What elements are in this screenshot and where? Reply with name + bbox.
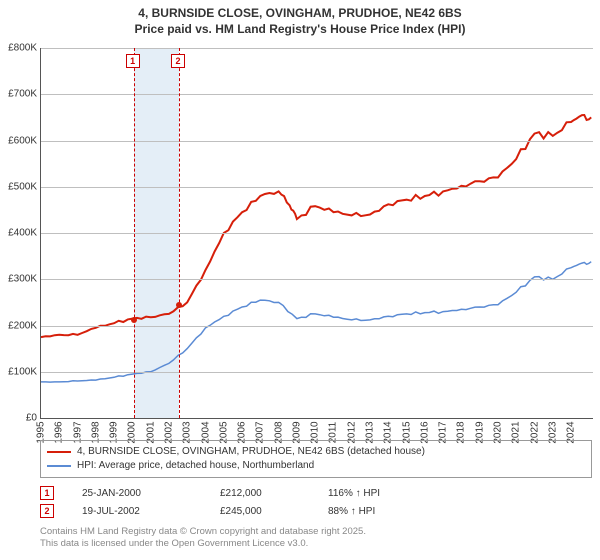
y-tick-label: £400K: [1, 228, 37, 239]
gridline: [41, 187, 593, 188]
gridline: [41, 326, 593, 327]
gridline: [41, 94, 593, 95]
gridline: [41, 372, 593, 373]
sale-vline: [179, 48, 180, 418]
y-tick-label: £600K: [1, 135, 37, 146]
sales-table: 1 25-JAN-2000 £212,000 116% ↑ HPI 2 19-JUL-20…: [40, 484, 380, 520]
y-tick-label: £700K: [1, 89, 37, 100]
series-line: [41, 115, 591, 337]
legend-swatch: [47, 465, 71, 467]
credit: Contains HM Land Registry data © Crown c…: [40, 526, 366, 550]
sale-row-marker: 1: [40, 486, 54, 500]
legend-item: 4, BURNSIDE CLOSE, OVINGHAM, PRUDHOE, NE…: [47, 445, 585, 459]
gridline: [41, 233, 593, 234]
sale-date: 19-JUL-2002: [82, 506, 192, 517]
sale-price: £212,000: [220, 488, 300, 499]
sale-marker: 2: [171, 54, 185, 68]
gridline: [41, 141, 593, 142]
legend: 4, BURNSIDE CLOSE, OVINGHAM, PRUDHOE, NE…: [40, 440, 592, 478]
chart-title: 4, BURNSIDE CLOSE, OVINGHAM, PRUDHOE, NE…: [0, 0, 600, 37]
title-line-1: 4, BURNSIDE CLOSE, OVINGHAM, PRUDHOE, NE…: [0, 6, 600, 22]
sale-row: 1 25-JAN-2000 £212,000 116% ↑ HPI: [40, 484, 380, 502]
y-tick-label: £100K: [1, 366, 37, 377]
sale-point-dot: [131, 317, 137, 323]
y-tick-label: £500K: [1, 181, 37, 192]
y-tick-label: £0: [1, 413, 37, 424]
gridline: [41, 279, 593, 280]
y-tick-label: £200K: [1, 320, 37, 331]
sale-point-dot: [176, 302, 182, 308]
y-tick-label: £300K: [1, 274, 37, 285]
sale-delta: 116% ↑ HPI: [328, 488, 380, 499]
chart-area: £0£100K£200K£300K£400K£500K£600K£700K£80…: [40, 48, 592, 418]
sale-marker: 1: [126, 54, 140, 68]
sale-row: 2 19-JUL-2002 £245,000 88% ↑ HPI: [40, 502, 380, 520]
sale-date: 25-JAN-2000: [82, 488, 192, 499]
credit-line-1: Contains HM Land Registry data © Crown c…: [40, 526, 366, 538]
legend-label: HPI: Average price, detached house, Nort…: [77, 459, 314, 473]
legend-swatch: [47, 451, 71, 453]
sale-price: £245,000: [220, 506, 300, 517]
legend-label: 4, BURNSIDE CLOSE, OVINGHAM, PRUDHOE, NE…: [77, 445, 425, 459]
y-tick-label: £800K: [1, 43, 37, 54]
legend-item: HPI: Average price, detached house, Nort…: [47, 459, 585, 473]
title-line-2: Price paid vs. HM Land Registry's House …: [0, 22, 600, 38]
plot: £0£100K£200K£300K£400K£500K£600K£700K£80…: [40, 48, 593, 419]
sale-row-marker: 2: [40, 504, 54, 518]
sale-vline: [134, 48, 135, 418]
sale-delta: 88% ↑ HPI: [328, 506, 375, 517]
credit-line-2: This data is licensed under the Open Gov…: [40, 538, 366, 550]
gridline: [41, 48, 593, 49]
